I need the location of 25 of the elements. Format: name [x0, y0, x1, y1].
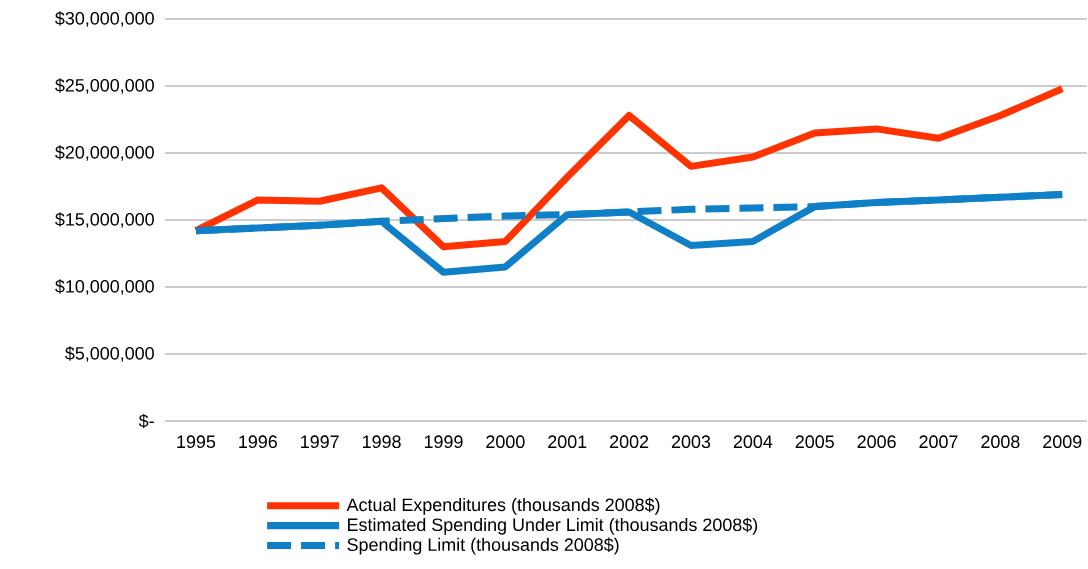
x-tick-label: 1998: [363, 435, 401, 449]
y-tick-label: $10,000,000: [55, 279, 154, 295]
x-tick-label: 2002: [610, 435, 649, 449]
x-tick-label: 2008: [981, 435, 1020, 449]
x-tick-label: 2003: [671, 435, 711, 449]
legend-label: Estimated Spending Under Limit (thousands 2008$): [348, 517, 758, 535]
x-tick-label: 1997: [301, 435, 339, 449]
y-tick-label: $30,000,000: [55, 11, 154, 27]
legend-label: Spending Limit (thousands 2008$): [347, 537, 619, 555]
x-tick-label: 2009: [1043, 435, 1082, 449]
x-tick-label: 1996: [239, 435, 277, 449]
y-tick-label: $-: [138, 413, 154, 429]
y-tick-label: $20,000,000: [55, 145, 154, 161]
x-tick-label: 2007: [919, 435, 958, 449]
y-tick-label: $15,000,000: [55, 212, 154, 228]
x-tick-label: 2005: [795, 435, 834, 449]
x-tick-label: 2004: [733, 435, 773, 449]
x-tick-label: 2001: [548, 435, 587, 449]
y-tick-label: $25,000,000: [55, 78, 154, 94]
x-tick-label: 1999: [424, 435, 463, 449]
x-tick-label: 1995: [177, 435, 216, 449]
x-tick-label: 2006: [857, 435, 896, 449]
x-tick-label: 2000: [486, 435, 525, 449]
legend-label: Actual Expenditures (thousands 2008$): [346, 497, 660, 515]
y-tick-label: $5,000,000: [65, 346, 154, 362]
